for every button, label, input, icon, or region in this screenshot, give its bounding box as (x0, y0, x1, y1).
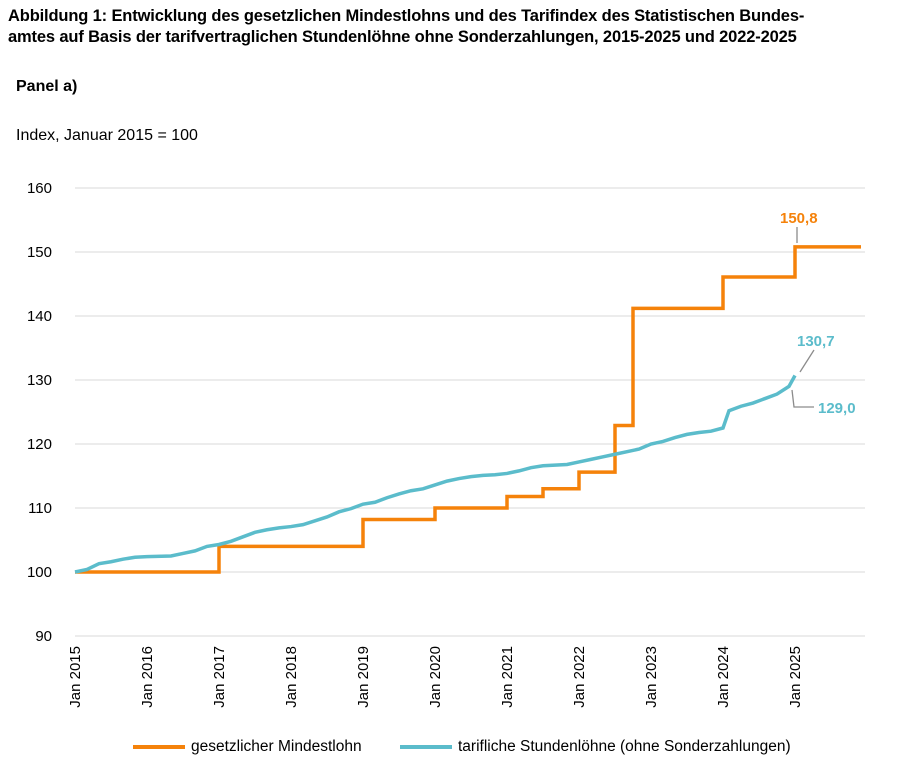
gridlines (75, 187, 865, 637)
legend-item-tarif: tarifliche Stundenlöhne (ohne Sonderzahl… (400, 738, 791, 756)
legend-label-mindestlohn: gesetzlicher Mindestlohn (191, 738, 362, 755)
y-tick-label-130: 130 (27, 372, 52, 389)
figure-title-line-1: Abbildung 1: Entwicklung des gesetzliche… (8, 7, 805, 25)
x-tick-label-jan-2018: Jan 2018 (283, 646, 300, 708)
y-tick-label-160: 160 (27, 180, 52, 197)
legend-label-tarif: tarifliche Stundenlöhne (ohne Sonderzahl… (458, 738, 791, 755)
series-lines (74, 245, 861, 574)
y-tick-label-100: 100 (27, 564, 52, 581)
y-tick-label-120: 120 (27, 436, 52, 453)
legend-swatch-mindestlohn (133, 745, 185, 749)
legend-item-mindestlohn: gesetzlicher Mindestlohn (133, 738, 362, 756)
y-tick-label-150: 150 (27, 244, 52, 261)
annotation-leader-130-7 (799, 349, 815, 373)
y-axis-tick-labels: 90 100 110 120 130 140 150 160 (27, 180, 52, 645)
panel-label: Panel a) (16, 78, 78, 95)
annotation-leader-129-0 (791, 389, 814, 408)
y-tick-label-90: 90 (35, 628, 52, 645)
data-annotations: 150,8 130,7 129,0 (780, 210, 856, 417)
legend-swatch-tarif (400, 745, 452, 749)
annotation-label-129-0: 129,0 (818, 400, 856, 417)
x-tick-label-jan-2017: Jan 2017 (211, 646, 228, 708)
y-tick-label-110: 110 (28, 500, 52, 517)
figure-title-line-2: amtes auf Basis der tarifvertraglichen S… (8, 28, 797, 46)
series-line-mindestlohn (75, 245, 861, 574)
x-axis-tick-labels: Jan 2015 Jan 2016 Jan 2017 Jan 2018 Jan 2019… (67, 646, 804, 708)
y-tick-label-140: 140 (27, 308, 52, 325)
annotation-label-130-7: 130,7 (797, 333, 835, 350)
x-tick-label-jan-2023: Jan 2023 (643, 646, 660, 708)
legend: gesetzlicher Mindestlohn tarifliche Stun… (0, 738, 907, 764)
annotation-label-150-8: 150,8 (780, 210, 818, 227)
series-line-tarif (74, 374, 797, 574)
x-tick-label-jan-2024: Jan 2024 (715, 646, 732, 708)
x-tick-label-jan-2020: Jan 2020 (427, 646, 444, 708)
figure-title: Abbildung 1: Entwicklung des gesetzliche… (8, 6, 898, 48)
y-axis-unit-label: Index, Januar 2015 = 100 (16, 127, 198, 144)
x-tick-label-jan-2021: Jan 2021 (499, 646, 516, 708)
x-tick-label-jan-2022: Jan 2022 (571, 646, 588, 708)
x-tick-label-jan-2016: Jan 2016 (139, 646, 156, 708)
x-tick-label-jan-2019: Jan 2019 (355, 646, 372, 708)
x-tick-label-jan-2025: Jan 2025 (787, 646, 804, 708)
x-tick-label-jan-2015: Jan 2015 (67, 646, 84, 708)
